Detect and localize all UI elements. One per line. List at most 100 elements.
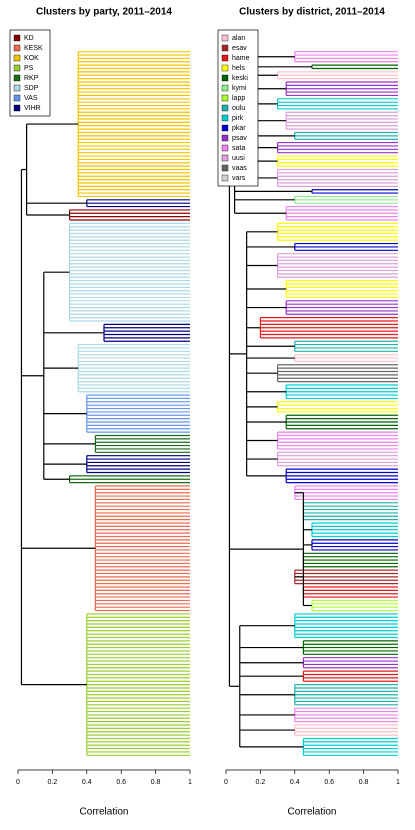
leaf-group [95,485,190,612]
legend-swatch [221,164,229,172]
legend-label: lapp [232,95,245,102]
legend-label: sata [232,145,245,152]
leaf-group [286,468,398,484]
leaf-group [286,300,398,315]
leaf-group [286,111,398,130]
x-axis-label: Correlation [80,807,129,818]
leaf-group [303,657,398,669]
leaf-group [294,354,398,363]
legend-label: uusi [232,155,245,162]
legend-swatch [221,94,229,102]
leaf-group [294,707,398,723]
leaf-group [294,340,398,352]
legend-label: psav [232,135,247,142]
x-tick-label: 0 [16,779,20,786]
legend-label: vaas [232,165,247,172]
leaf-group [303,586,398,598]
leaf-group [286,384,398,400]
leaf-group [69,475,190,484]
leaf-group [78,51,190,198]
leaf-group [78,343,190,393]
leaf-group [86,199,190,208]
legend-label: alan [232,35,245,42]
leaf-group [294,724,398,736]
leaf-group [86,394,190,433]
legend-label: VIHR [24,105,41,112]
legend-swatch [13,84,21,92]
leaf-group [86,455,190,474]
legend-swatch [13,54,21,62]
leaf-group [294,51,398,63]
leaf-group [303,670,398,682]
legend-label: keski [232,75,248,82]
legend-swatch [221,144,229,152]
legend-swatch [13,104,21,112]
chart-title: Clusters by party, 2011–2014 [36,7,172,18]
leaf-group [294,684,398,706]
leaf-group [277,155,398,167]
legend-box [9,29,51,117]
leaf-group [260,317,398,339]
x-tick-label: 0 [224,779,228,786]
legend-label: KOK [24,55,39,62]
legend-swatch [221,44,229,52]
leaf-group [277,451,398,467]
leaf-group [312,189,398,194]
leaf-group [104,323,190,342]
legend-label: pkar [232,125,246,132]
x-tick-label: 0.2 [48,779,58,786]
leaf-group [312,539,398,551]
legend-swatch [221,54,229,62]
legend-swatch [221,74,229,82]
leaf-group [303,502,398,521]
leaf-group [277,364,398,383]
legend-label: SDP [24,85,39,92]
x-tick-label: 0.4 [290,779,300,786]
legend-swatch [221,104,229,112]
leaf-group [86,613,190,756]
leaf-group [286,205,398,221]
leaf-group [294,242,398,251]
legend-swatch [13,64,21,72]
x-tick-label: 0.4 [82,779,92,786]
legend-swatch [221,114,229,122]
leaf-group [69,222,190,322]
leaf-group [303,737,398,756]
legend-swatch [13,34,21,42]
leaf-group [277,431,398,450]
leaf-group [294,131,398,140]
leaf-group [277,71,398,80]
legend-swatch [221,34,229,42]
leaf-group [294,485,398,501]
legend-label: VAS [24,95,38,102]
x-tick-label: 1 [396,779,400,786]
legend-swatch [221,134,229,142]
x-axis-label: Correlation [288,807,337,818]
leaf-group [277,141,398,154]
x-tick-label: 0.8 [151,779,161,786]
x-tick-label: 0.8 [359,779,369,786]
legend-label: kymi [232,85,247,92]
leaf-group [303,552,398,568]
leaf-group [303,640,398,655]
legend-swatch [221,154,229,162]
legend-label: pirk [232,115,244,122]
leaf-group [294,613,398,639]
leaf-group [277,168,398,187]
legend-swatch [13,44,21,52]
legend-label: hels [232,65,245,72]
legend-label: PS [24,65,34,72]
leaf-group [277,401,398,413]
leaf-group [312,522,398,538]
x-tick-label: 0.6 [324,779,334,786]
legend-swatch [221,84,229,92]
leaf-group [286,414,398,430]
legend-swatch [221,174,229,182]
x-tick-label: 1 [188,779,192,786]
x-tick-label: 0.2 [256,779,266,786]
x-tick-label: 0.6 [116,779,126,786]
legend-label: KD [24,35,34,42]
leaf-group [277,253,398,278]
chart-title: Clusters by district, 2011–2014 [239,7,385,18]
